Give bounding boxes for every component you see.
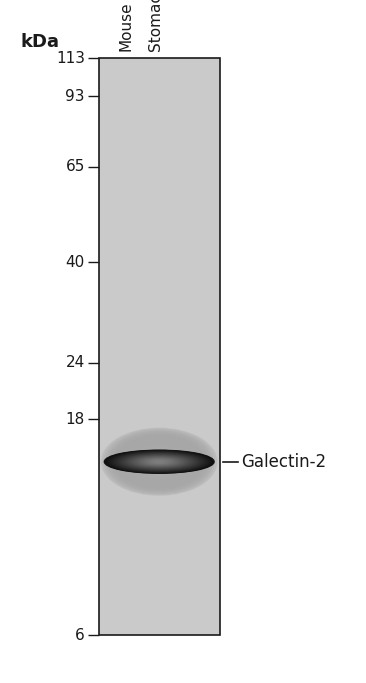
Ellipse shape bbox=[105, 430, 213, 493]
Ellipse shape bbox=[143, 458, 176, 465]
Text: 40: 40 bbox=[66, 255, 85, 270]
Ellipse shape bbox=[145, 459, 173, 464]
Text: kDa: kDa bbox=[20, 33, 59, 51]
Ellipse shape bbox=[130, 445, 188, 479]
Ellipse shape bbox=[115, 436, 203, 488]
Ellipse shape bbox=[132, 446, 186, 477]
Ellipse shape bbox=[150, 460, 168, 464]
Text: Galectin-2: Galectin-2 bbox=[242, 453, 327, 471]
Ellipse shape bbox=[101, 428, 217, 495]
Ellipse shape bbox=[114, 452, 204, 471]
Ellipse shape bbox=[142, 458, 177, 465]
Ellipse shape bbox=[127, 443, 192, 481]
Ellipse shape bbox=[142, 451, 176, 472]
Ellipse shape bbox=[144, 458, 175, 465]
Ellipse shape bbox=[108, 451, 211, 473]
Text: Mouse: Mouse bbox=[119, 1, 134, 51]
Ellipse shape bbox=[136, 457, 182, 466]
Ellipse shape bbox=[119, 454, 200, 470]
Ellipse shape bbox=[112, 452, 206, 471]
Ellipse shape bbox=[111, 434, 207, 490]
Ellipse shape bbox=[148, 460, 170, 464]
Ellipse shape bbox=[134, 456, 184, 467]
Ellipse shape bbox=[139, 458, 179, 466]
Ellipse shape bbox=[111, 451, 208, 472]
Text: 113: 113 bbox=[56, 51, 85, 66]
Ellipse shape bbox=[135, 457, 183, 466]
Text: Stomach: Stomach bbox=[148, 0, 163, 51]
Ellipse shape bbox=[123, 441, 196, 483]
Ellipse shape bbox=[140, 451, 179, 473]
Ellipse shape bbox=[123, 454, 195, 469]
Ellipse shape bbox=[122, 454, 197, 469]
Ellipse shape bbox=[104, 430, 215, 494]
Ellipse shape bbox=[113, 435, 205, 488]
Ellipse shape bbox=[134, 447, 184, 476]
Ellipse shape bbox=[132, 456, 187, 467]
Ellipse shape bbox=[155, 461, 164, 462]
Ellipse shape bbox=[138, 458, 180, 466]
Ellipse shape bbox=[110, 451, 209, 472]
Ellipse shape bbox=[107, 451, 212, 473]
Ellipse shape bbox=[124, 442, 194, 482]
Ellipse shape bbox=[117, 437, 201, 486]
Ellipse shape bbox=[120, 454, 199, 470]
Ellipse shape bbox=[153, 460, 166, 463]
Text: 93: 93 bbox=[66, 89, 85, 104]
Ellipse shape bbox=[124, 454, 194, 469]
Text: 18: 18 bbox=[66, 412, 85, 427]
Ellipse shape bbox=[154, 460, 165, 463]
Ellipse shape bbox=[115, 453, 203, 471]
Ellipse shape bbox=[146, 459, 172, 464]
Ellipse shape bbox=[113, 452, 205, 471]
Ellipse shape bbox=[128, 456, 190, 468]
Ellipse shape bbox=[125, 455, 193, 469]
Ellipse shape bbox=[141, 458, 178, 466]
Text: 6: 6 bbox=[75, 628, 85, 643]
Bar bbox=[99, 58, 220, 635]
Ellipse shape bbox=[104, 450, 214, 473]
Ellipse shape bbox=[105, 451, 213, 473]
Ellipse shape bbox=[152, 460, 167, 463]
Ellipse shape bbox=[137, 457, 181, 466]
Ellipse shape bbox=[131, 456, 188, 468]
Text: 65: 65 bbox=[66, 159, 85, 174]
Ellipse shape bbox=[147, 459, 171, 464]
Text: 24: 24 bbox=[66, 355, 85, 370]
Ellipse shape bbox=[117, 453, 201, 471]
Ellipse shape bbox=[109, 433, 209, 490]
Ellipse shape bbox=[107, 432, 211, 492]
Ellipse shape bbox=[156, 461, 163, 462]
Ellipse shape bbox=[121, 454, 198, 470]
Ellipse shape bbox=[126, 455, 192, 469]
Ellipse shape bbox=[109, 451, 210, 472]
Ellipse shape bbox=[119, 438, 199, 485]
Ellipse shape bbox=[121, 439, 198, 484]
Ellipse shape bbox=[116, 453, 202, 471]
Ellipse shape bbox=[138, 449, 180, 474]
Ellipse shape bbox=[136, 448, 182, 475]
Ellipse shape bbox=[127, 455, 191, 469]
Ellipse shape bbox=[149, 460, 169, 464]
Ellipse shape bbox=[128, 444, 190, 479]
Ellipse shape bbox=[130, 456, 189, 468]
Ellipse shape bbox=[133, 456, 186, 467]
